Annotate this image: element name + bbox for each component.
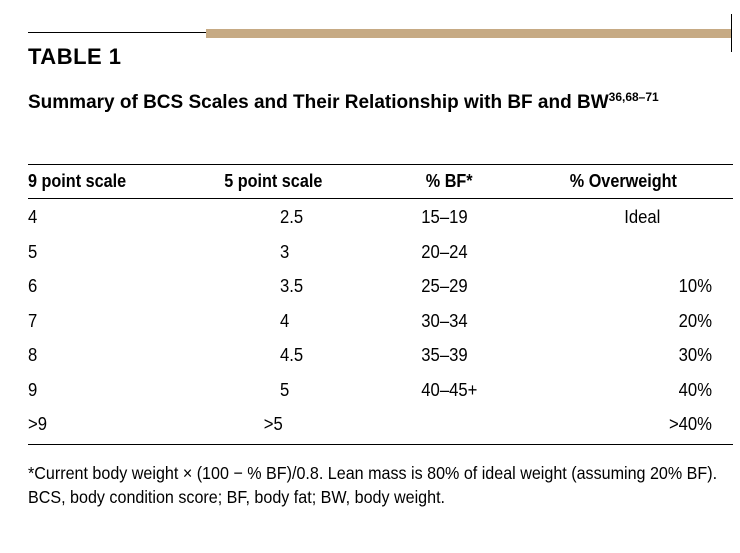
- footnote-formula: *Current body weight × (100 − % BF)/0.8.…: [28, 463, 718, 483]
- cell-five-point: 2.5: [280, 206, 304, 227]
- cell-five-point: 5: [280, 378, 290, 400]
- header-percent-bf: % BF*: [425, 170, 473, 191]
- top-rule-accent: [206, 29, 731, 38]
- caption-references: 36,68–71: [608, 90, 659, 104]
- header-bottom-rule: [28, 198, 733, 199]
- table-header: 9 point scale 5 point scale % BF* % Over…: [28, 166, 677, 196]
- table-body: 4 2.5 15–19 Ideal 5 3 20–24 6 3.5 25–29 …: [28, 200, 712, 442]
- table-row: 9 5 40–45+ 40%: [28, 373, 712, 408]
- table-row: 5 3 20–24: [28, 235, 663, 270]
- cell-percent-bf: 15–19: [421, 206, 468, 227]
- top-rule-tick: [731, 14, 732, 52]
- table-label: TABLE 1: [28, 44, 122, 69]
- table-footnotes: *Current body weight × (100 − % BF)/0.8.…: [28, 461, 733, 509]
- table-row: 6 3.5 25–29 10%: [28, 269, 712, 304]
- cell-percent-bf: 30–34: [421, 309, 468, 331]
- cell-nine-point: >9: [28, 413, 47, 434]
- cell-nine-point: 5: [28, 240, 38, 262]
- cell-five-point: 3.5: [280, 275, 304, 296]
- cell-nine-point: 9: [28, 378, 38, 400]
- cell-percent-overweight: 40%: [678, 378, 712, 400]
- cell-nine-point: 4: [28, 206, 38, 227]
- table-row: 7 4 30–34 20%: [28, 304, 712, 339]
- table-row: >9 >5 >40%: [28, 407, 712, 442]
- footnote-abbreviations: BCS, body condition score; BF, body fat;…: [28, 487, 446, 507]
- header-nine-point-scale: 9 point scale: [28, 170, 127, 191]
- table-row: 4 2.5 15–19 Ideal: [28, 200, 663, 235]
- cell-nine-point: 8: [28, 344, 38, 365]
- cell-five-point: 4.5: [280, 344, 304, 365]
- caption-text: Summary of BCS Scales and Their Relation…: [28, 92, 609, 113]
- cell-five-point: 3: [280, 240, 290, 262]
- cell-five-point: >5: [263, 413, 283, 434]
- cell-percent-overweight: 30%: [678, 344, 712, 365]
- header-percent-overweight: % Overweight: [569, 170, 677, 191]
- cell-percent-overweight: >40%: [668, 413, 712, 434]
- cell-percent-bf: 25–29: [421, 275, 468, 296]
- cell-nine-point: 7: [28, 309, 38, 331]
- cell-percent-overweight: 20%: [678, 309, 712, 331]
- header-top-rule: [28, 164, 733, 165]
- cell-percent-overweight: 10%: [678, 275, 712, 296]
- top-rule-thin: [28, 32, 208, 33]
- table-bottom-rule: [28, 444, 733, 445]
- cell-percent-bf: 20–24: [421, 240, 468, 262]
- cell-percent-bf: 35–39: [421, 344, 468, 365]
- cell-percent-overweight: Ideal: [624, 206, 661, 227]
- cell-five-point: 4: [280, 309, 290, 331]
- header-five-point-scale: 5 point scale: [224, 170, 323, 191]
- table-caption: Summary of BCS Scales and Their Relation…: [28, 90, 718, 114]
- cell-nine-point: 6: [28, 275, 38, 296]
- table-row: 8 4.5 35–39 30%: [28, 338, 712, 373]
- cell-percent-bf: 40–45+: [421, 378, 478, 400]
